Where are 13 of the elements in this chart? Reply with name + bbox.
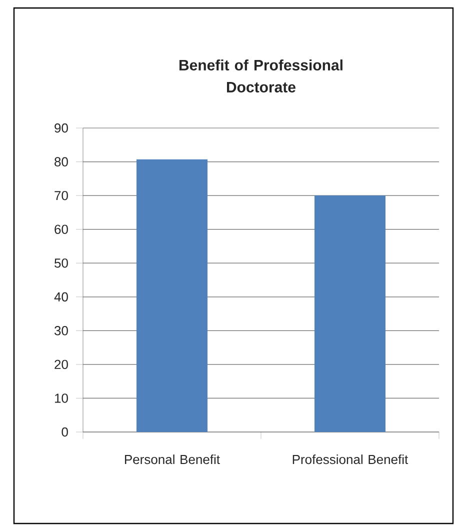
y-tick-label: 30 bbox=[54, 326, 68, 336]
x-tick-label: Professional Benefit bbox=[292, 454, 408, 464]
y-tick-label: 20 bbox=[54, 360, 68, 370]
x-tick-label: Personal Benefit bbox=[125, 454, 220, 464]
y-tick-label: 10 bbox=[54, 394, 68, 403]
y-tick-label: 60 bbox=[54, 224, 68, 234]
y-tick-label: 70 bbox=[54, 190, 68, 200]
chart-title: Benefit of Professional Doctorate bbox=[179, 59, 342, 92]
y-tick-label: 90 bbox=[54, 123, 68, 133]
y-tick-label: 80 bbox=[54, 157, 68, 166]
y-tick-label: 0 bbox=[62, 427, 68, 437]
y-tick-label: 50 bbox=[54, 258, 68, 268]
y-tick-label: 40 bbox=[54, 292, 68, 302]
